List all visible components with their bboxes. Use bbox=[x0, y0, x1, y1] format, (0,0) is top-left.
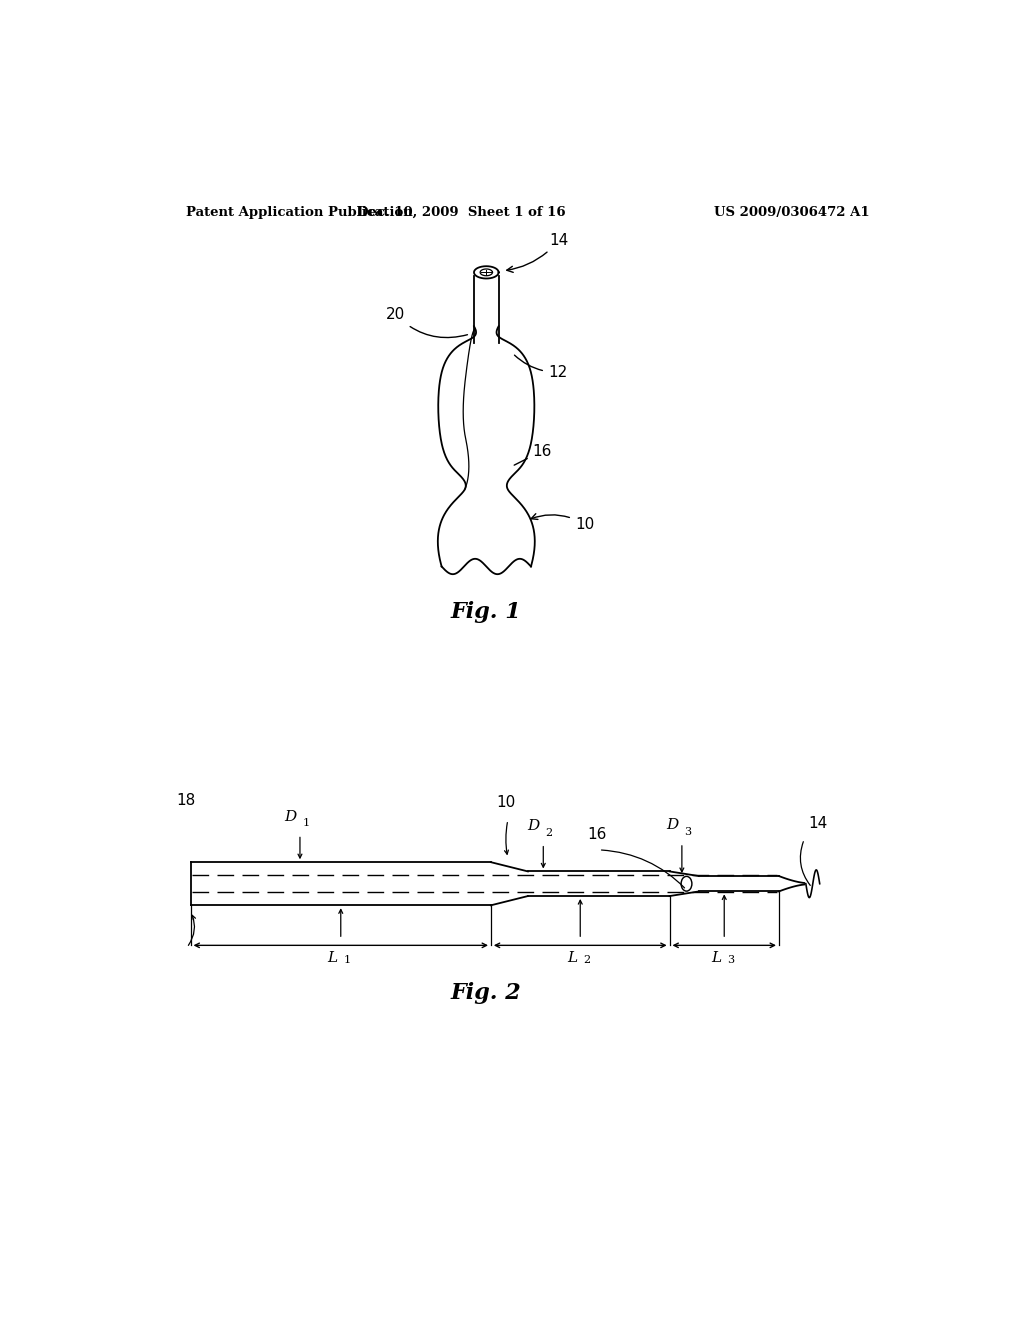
Text: L: L bbox=[328, 952, 338, 965]
Text: 14: 14 bbox=[507, 232, 568, 272]
Text: 2: 2 bbox=[546, 828, 553, 837]
Text: D: D bbox=[527, 818, 540, 833]
Text: 10: 10 bbox=[497, 795, 516, 810]
Text: 12: 12 bbox=[514, 355, 567, 380]
Text: 2: 2 bbox=[584, 954, 591, 965]
Text: D: D bbox=[666, 818, 678, 832]
Text: 16: 16 bbox=[514, 444, 552, 465]
Text: Fig. 2: Fig. 2 bbox=[451, 982, 521, 1005]
Text: 3: 3 bbox=[727, 954, 734, 965]
Text: US 2009/0306472 A1: US 2009/0306472 A1 bbox=[714, 206, 869, 219]
Text: 14: 14 bbox=[808, 816, 827, 832]
Text: L: L bbox=[567, 952, 578, 965]
Text: L: L bbox=[711, 952, 721, 965]
Text: 1: 1 bbox=[302, 818, 309, 829]
Text: 18: 18 bbox=[177, 793, 196, 808]
Text: 16: 16 bbox=[588, 828, 607, 842]
Text: D: D bbox=[284, 809, 296, 824]
Text: Patent Application Publication: Patent Application Publication bbox=[186, 206, 413, 219]
Text: 20: 20 bbox=[386, 308, 467, 338]
Text: Fig. 1: Fig. 1 bbox=[451, 601, 521, 623]
Text: Dec. 10, 2009  Sheet 1 of 16: Dec. 10, 2009 Sheet 1 of 16 bbox=[357, 206, 566, 219]
Text: 1: 1 bbox=[344, 954, 351, 965]
Text: 10: 10 bbox=[531, 513, 594, 532]
Text: 3: 3 bbox=[684, 826, 691, 837]
